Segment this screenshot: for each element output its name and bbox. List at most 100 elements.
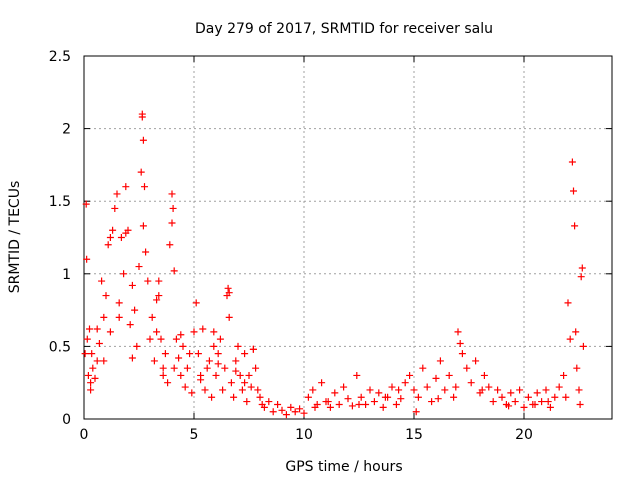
data-point bbox=[224, 284, 232, 292]
data-point bbox=[309, 386, 317, 394]
data-point bbox=[249, 345, 257, 353]
data-point bbox=[155, 292, 163, 300]
y-tick-label: 2.5 bbox=[49, 49, 71, 65]
data-point bbox=[84, 371, 92, 379]
data-point bbox=[139, 222, 147, 230]
data-point bbox=[122, 183, 130, 191]
data-point bbox=[188, 389, 196, 397]
data-point bbox=[91, 374, 99, 382]
data-point bbox=[282, 411, 290, 419]
data-point bbox=[331, 389, 339, 397]
data-point bbox=[401, 379, 409, 387]
data-point bbox=[542, 386, 550, 394]
data-point bbox=[441, 386, 449, 394]
data-point bbox=[172, 335, 180, 343]
data-point bbox=[353, 371, 361, 379]
data-point bbox=[520, 403, 528, 411]
data-point bbox=[139, 136, 147, 144]
plot-frame bbox=[83, 55, 613, 420]
data-point bbox=[192, 299, 200, 307]
data-point bbox=[311, 403, 319, 411]
y-axis-label: SRMTID / TECUs bbox=[7, 181, 23, 294]
data-point bbox=[117, 234, 125, 241]
data-point bbox=[538, 398, 546, 406]
data-point bbox=[247, 383, 255, 391]
data-point bbox=[533, 389, 541, 397]
data-point bbox=[410, 386, 418, 394]
data-point bbox=[573, 364, 581, 372]
data-point bbox=[546, 403, 554, 411]
data-point bbox=[161, 350, 169, 358]
data-point bbox=[524, 393, 532, 401]
data-point bbox=[531, 400, 539, 408]
grid-layer bbox=[84, 56, 612, 419]
data-point bbox=[159, 364, 167, 372]
data-point bbox=[252, 364, 260, 372]
data-point bbox=[205, 357, 213, 365]
data-point bbox=[551, 393, 559, 401]
data-point bbox=[256, 393, 264, 401]
chart-title: Day 279 of 2017, SRMTID for receiver sal… bbox=[195, 21, 493, 37]
x-tick-label: 10 bbox=[295, 427, 313, 443]
y-tick-label: 1.5 bbox=[49, 194, 71, 210]
data-point bbox=[516, 386, 524, 394]
data-point bbox=[210, 342, 218, 350]
data-point bbox=[128, 281, 136, 289]
data-point bbox=[575, 386, 583, 394]
data-point bbox=[113, 190, 121, 198]
data-point bbox=[186, 350, 194, 358]
data-point bbox=[83, 255, 91, 263]
data-point bbox=[562, 393, 570, 401]
data-point bbox=[83, 335, 91, 343]
data-point bbox=[87, 386, 95, 394]
data-point bbox=[375, 389, 383, 397]
data-point bbox=[98, 277, 106, 285]
y-tick-label: 2 bbox=[62, 122, 71, 138]
data-point bbox=[348, 402, 356, 410]
data-point bbox=[100, 313, 108, 321]
data-point bbox=[144, 277, 152, 285]
data-point bbox=[423, 383, 431, 391]
tick-layer: 0 5 10 15 20 0 0.5 1 1.5 2 2.5 bbox=[49, 49, 612, 443]
data-point bbox=[197, 376, 205, 384]
data-point bbox=[566, 335, 574, 343]
data-point bbox=[203, 364, 211, 372]
data-point bbox=[126, 321, 134, 329]
data-point bbox=[82, 200, 90, 208]
data-point bbox=[511, 398, 519, 406]
data-point bbox=[254, 386, 262, 394]
data-point bbox=[436, 357, 444, 365]
data-point bbox=[106, 328, 114, 336]
data-point bbox=[201, 386, 209, 394]
data-point bbox=[106, 234, 114, 241]
data-point bbox=[214, 350, 222, 358]
data-point bbox=[570, 187, 577, 195]
data-point bbox=[234, 342, 242, 350]
data-point bbox=[505, 402, 513, 410]
data-point bbox=[225, 289, 233, 297]
data-point bbox=[216, 335, 224, 343]
data-point bbox=[104, 241, 112, 249]
data-point bbox=[265, 398, 273, 406]
data-point bbox=[135, 263, 143, 271]
data-point bbox=[397, 395, 405, 403]
data-point bbox=[214, 360, 222, 368]
data-point bbox=[344, 395, 352, 403]
data-point bbox=[155, 277, 163, 285]
data-point bbox=[221, 364, 229, 372]
data-point bbox=[274, 400, 282, 408]
data-point bbox=[194, 350, 202, 358]
data-point bbox=[498, 393, 506, 401]
data-point bbox=[177, 331, 185, 339]
data-point bbox=[412, 408, 420, 416]
data-point bbox=[227, 379, 235, 387]
y-tick-label: 1 bbox=[62, 267, 71, 283]
data-point bbox=[463, 364, 471, 372]
data-point bbox=[95, 339, 103, 347]
data-point bbox=[406, 371, 414, 379]
data-point bbox=[434, 395, 442, 403]
data-point bbox=[181, 383, 189, 391]
x-tick-label: 5 bbox=[190, 427, 199, 443]
data-point bbox=[544, 398, 552, 406]
data-point bbox=[81, 350, 89, 358]
